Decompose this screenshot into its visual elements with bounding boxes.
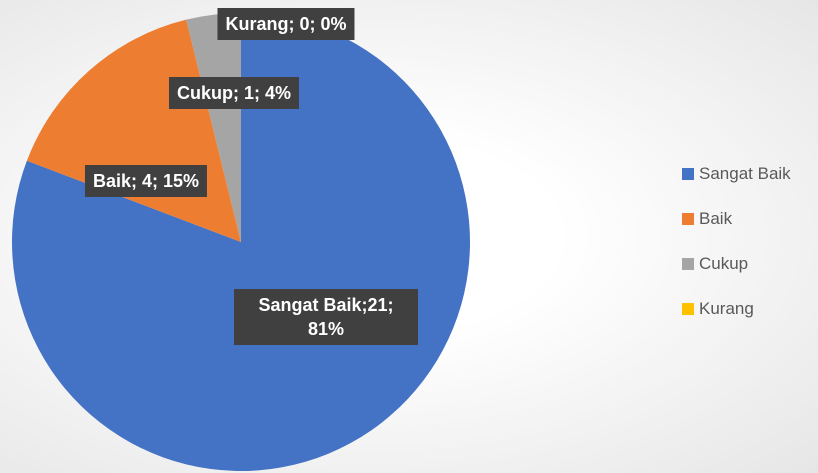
legend-item: Kurang [682, 299, 754, 319]
data-label: Baik; 4; 15% [84, 165, 208, 197]
legend-label: Cukup [699, 254, 749, 273]
legend-swatch [682, 303, 694, 315]
legend-item: Baik [682, 209, 732, 229]
legend-swatch [682, 258, 694, 270]
legend-item: Sangat Baik [682, 164, 791, 184]
legend-label: Sangat Baik [699, 164, 791, 183]
data-label: Cukup; 1; 4% [168, 77, 300, 109]
legend-label: Baik [699, 209, 733, 228]
legend-swatch [682, 168, 694, 180]
pie-slice [12, 13, 471, 472]
legend-swatch [682, 213, 694, 225]
pie-slice [186, 13, 241, 242]
data-label: Kurang; 0; 0% [217, 8, 355, 40]
legend-item: Cukup [682, 254, 748, 274]
legend-label: Kurang [699, 299, 754, 318]
data-label: Sangat Baik;21; 81% [234, 289, 418, 345]
